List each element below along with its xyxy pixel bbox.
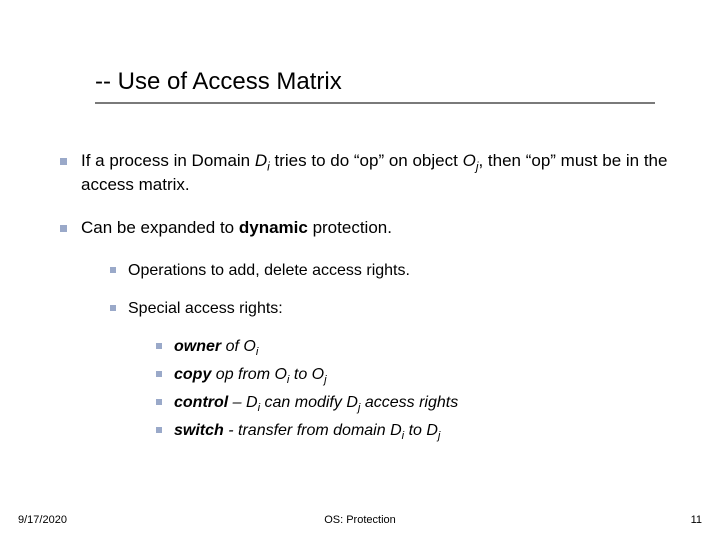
subscript: j: [438, 431, 441, 443]
text-fragment: tries to do “op” on object: [270, 151, 463, 170]
bullet-icon: [110, 267, 116, 273]
footer-page-number: 11: [691, 514, 702, 526]
text-fragment: to D: [404, 422, 438, 439]
bullet-icon: [156, 399, 162, 405]
bullet-2b2: copy op from Oi to Oj: [156, 364, 680, 388]
subscript: i: [256, 346, 259, 358]
text-fragment: of O: [221, 338, 256, 355]
bullet-2b1-text: owner of Oi: [174, 336, 680, 360]
text-fragment: D: [255, 151, 267, 170]
text-fragment: can modify D: [260, 394, 358, 411]
bullet-2b2-text: copy op from Oi to Oj: [174, 364, 680, 388]
text-fragment: - transfer from domain D: [224, 422, 402, 439]
text-fragment: access rights: [360, 394, 458, 411]
bullet-2b3: control – Di can modify Dj access rights: [156, 392, 680, 416]
text-lead: control: [174, 394, 228, 411]
bullet-icon: [156, 371, 162, 377]
slide-title: -- Use of Access Matrix: [95, 68, 680, 102]
subscript: j: [324, 374, 327, 386]
bullet-2b1: owner of Oi: [156, 336, 680, 360]
text-bold: dynamic: [239, 218, 308, 237]
bullet-icon: [60, 225, 67, 232]
text-fragment: op from O: [211, 366, 287, 383]
bullet-2a-text: Operations to add, delete access rights.: [128, 260, 680, 282]
text-fragment: Can be expanded to: [81, 218, 239, 237]
bullet-2b-text: Special access rights:: [128, 298, 680, 320]
bullet-2a: Operations to add, delete access rights.: [110, 260, 680, 282]
text-lead: switch: [174, 422, 224, 439]
text-lead: copy: [174, 366, 211, 383]
text-fragment: If a process in Domain: [81, 151, 255, 170]
var-Di: Di: [255, 151, 270, 170]
content-area: If a process in Domain Di tries to do “o…: [60, 150, 680, 449]
bullet-icon: [60, 158, 67, 165]
bullet-2: Can be expanded to dynamic protection.: [60, 217, 680, 240]
text-fragment: to O: [289, 366, 324, 383]
bullet-icon: [156, 343, 162, 349]
bullet-1: If a process in Domain Di tries to do “o…: [60, 150, 680, 197]
bullet-icon: [110, 305, 116, 311]
slide: -- Use of Access Matrix If a process in …: [0, 0, 720, 540]
bullet-2b4-text: switch - transfer from domain Di to Dj: [174, 420, 680, 444]
text-fragment: O: [463, 151, 476, 170]
text-fragment: protection.: [308, 218, 392, 237]
bullet-2b3-text: control – Di can modify Dj access rights: [174, 392, 680, 416]
text-fragment: – D: [228, 394, 257, 411]
bullet-icon: [156, 427, 162, 433]
title-block: -- Use of Access Matrix: [95, 68, 680, 104]
bullet-1-text: If a process in Domain Di tries to do “o…: [81, 150, 680, 197]
title-rule: [95, 102, 655, 104]
bullet-2b4: switch - transfer from domain Di to Dj: [156, 420, 680, 444]
var-Oj: Oj: [463, 151, 479, 170]
text-lead: owner: [174, 338, 221, 355]
bullet-2b: Special access rights:: [110, 298, 680, 320]
bullet-2-text: Can be expanded to dynamic protection.: [81, 217, 680, 240]
footer-center: OS: Protection: [0, 514, 720, 526]
